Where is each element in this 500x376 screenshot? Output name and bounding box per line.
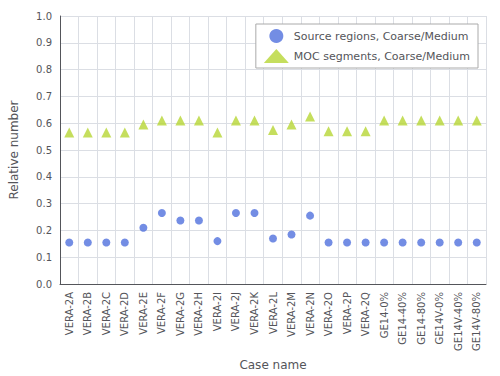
- svg-text:VERA-2D: VERA-2D: [119, 292, 130, 336]
- svg-text:VERA-2M: VERA-2M: [286, 292, 297, 337]
- svg-text:VERA-2K: VERA-2K: [249, 292, 260, 335]
- svg-text:VERA-2B: VERA-2B: [82, 292, 93, 335]
- svg-text:GE14-0%: GE14-0%: [379, 292, 390, 338]
- svg-text:MOC segments, Coarse/Medium: MOC segments, Coarse/Medium: [294, 50, 470, 63]
- svg-text:VERA-2Q: VERA-2Q: [360, 292, 371, 336]
- svg-text:0.1: 0.1: [36, 252, 52, 263]
- svg-text:0.7: 0.7: [36, 91, 52, 102]
- svg-text:GE14V-40%: GE14V-40%: [453, 292, 464, 351]
- svg-text:VERA-2L: VERA-2L: [268, 292, 279, 334]
- svg-text:Source regions, Coarse/Medium: Source regions, Coarse/Medium: [294, 30, 469, 43]
- svg-text:Relative number: Relative number: [7, 100, 21, 199]
- svg-text:0.5: 0.5: [36, 145, 52, 156]
- svg-text:0.6: 0.6: [36, 118, 52, 129]
- svg-text:0.0: 0.0: [36, 279, 52, 290]
- svg-text:GE14V-0%: GE14V-0%: [434, 292, 445, 345]
- svg-text:VERA-2I: VERA-2I: [212, 292, 223, 331]
- svg-text:0.8: 0.8: [36, 64, 52, 75]
- svg-text:GE14-40%: GE14-40%: [397, 292, 408, 345]
- svg-text:0.2: 0.2: [36, 225, 52, 236]
- svg-text:VERA-2N: VERA-2N: [305, 292, 316, 336]
- svg-text:GE14V-80%: GE14V-80%: [471, 292, 482, 351]
- svg-text:VERA-2H: VERA-2H: [193, 292, 204, 336]
- svg-text:0.9: 0.9: [36, 37, 52, 48]
- svg-text:VERA-2F: VERA-2F: [156, 292, 167, 334]
- svg-text:VERA-2E: VERA-2E: [138, 292, 149, 335]
- svg-text:VERA-2O: VERA-2O: [323, 292, 334, 336]
- svg-text:VERA-2C: VERA-2C: [101, 292, 112, 335]
- svg-text:0.4: 0.4: [36, 171, 52, 182]
- svg-text:VERA-2A: VERA-2A: [64, 292, 75, 335]
- svg-text:1.0: 1.0: [36, 11, 52, 22]
- svg-text:VERA-2J: VERA-2J: [230, 292, 241, 331]
- svg-text:VERA-2P: VERA-2P: [342, 292, 353, 334]
- svg-text:0.3: 0.3: [36, 198, 52, 209]
- svg-text:VERA-2G: VERA-2G: [175, 292, 186, 336]
- svg-text:Case name: Case name: [239, 358, 306, 372]
- svg-text:GE14-80%: GE14-80%: [416, 292, 427, 345]
